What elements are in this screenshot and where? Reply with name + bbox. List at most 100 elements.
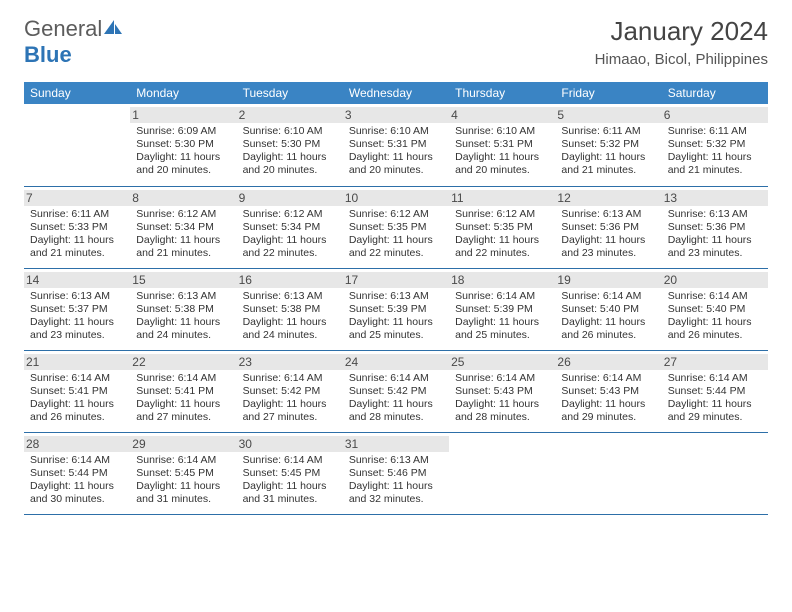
- day-info: Sunrise: 6:13 AMSunset: 5:46 PMDaylight:…: [349, 454, 443, 507]
- day-number: 7: [24, 190, 130, 206]
- day-number: 2: [237, 107, 343, 123]
- day-number: 21: [24, 354, 130, 370]
- day-info-line: Sunrise: 6:14 AM: [136, 372, 230, 385]
- day-info-line: and 22 minutes.: [455, 247, 549, 260]
- day-info-line: Sunset: 5:38 PM: [243, 303, 337, 316]
- day-info-line: Daylight: 11 hours: [136, 316, 230, 329]
- day-number: 31: [343, 436, 449, 452]
- calendar-cell: 12Sunrise: 6:13 AMSunset: 5:36 PMDayligh…: [555, 186, 661, 268]
- calendar-cell: 1Sunrise: 6:09 AMSunset: 5:30 PMDaylight…: [130, 104, 236, 186]
- day-info-line: Daylight: 11 hours: [561, 151, 655, 164]
- calendar-cell: 26Sunrise: 6:14 AMSunset: 5:43 PMDayligh…: [555, 350, 661, 432]
- weekday-header: Monday: [130, 82, 236, 104]
- logo-sail-icon: [102, 16, 124, 42]
- day-info-line: and 27 minutes.: [136, 411, 230, 424]
- day-info-line: and 26 minutes.: [30, 411, 124, 424]
- day-info-line: Daylight: 11 hours: [349, 398, 443, 411]
- calendar-cell: 14Sunrise: 6:13 AMSunset: 5:37 PMDayligh…: [24, 268, 130, 350]
- day-info-line: Daylight: 11 hours: [243, 151, 337, 164]
- day-info-line: and 26 minutes.: [668, 329, 762, 342]
- weekday-header: Tuesday: [237, 82, 343, 104]
- day-info-line: and 20 minutes.: [455, 164, 549, 177]
- day-info-line: Daylight: 11 hours: [136, 480, 230, 493]
- calendar-cell: 23Sunrise: 6:14 AMSunset: 5:42 PMDayligh…: [237, 350, 343, 432]
- day-info: Sunrise: 6:11 AMSunset: 5:32 PMDaylight:…: [668, 125, 762, 178]
- day-info-line: Sunset: 5:39 PM: [349, 303, 443, 316]
- day-number: 13: [662, 190, 768, 206]
- day-number: 10: [343, 190, 449, 206]
- day-info-line: Daylight: 11 hours: [349, 151, 443, 164]
- calendar-cell: 10 Sunrise: 6:12 AMSunset: 5:35 PMDayligh…: [343, 186, 449, 268]
- weekday-header: Thursday: [449, 82, 555, 104]
- day-info-line: Sunrise: 6:13 AM: [349, 454, 443, 467]
- day-number: 18: [449, 272, 555, 288]
- day-info-line: and 29 minutes.: [561, 411, 655, 424]
- day-info: Sunrise: 6:12 AMSunset: 5:35 PMDaylight:…: [349, 208, 443, 261]
- calendar-row: 28Sunrise: 6:14 AMSunset: 5:44 PMDayligh…: [24, 432, 768, 514]
- day-info-line: Sunrise: 6:12 AM: [349, 208, 443, 221]
- day-info-line: Sunrise: 6:14 AM: [668, 372, 762, 385]
- day-info-line: Daylight: 11 hours: [243, 398, 337, 411]
- calendar-cell: 7Sunrise: 6:11 AMSunset: 5:33 PMDaylight…: [24, 186, 130, 268]
- day-number: 4: [449, 107, 555, 123]
- day-info-line: and 20 minutes.: [349, 164, 443, 177]
- day-info: Sunrise: 6:13 AMSunset: 5:36 PMDaylight:…: [668, 208, 762, 261]
- day-info-line: Sunrise: 6:14 AM: [136, 454, 230, 467]
- day-info-line: Daylight: 11 hours: [455, 316, 549, 329]
- weekday-header: Saturday: [662, 82, 768, 104]
- day-info-line: Sunset: 5:31 PM: [455, 138, 549, 151]
- day-info-line: Sunrise: 6:14 AM: [455, 372, 549, 385]
- day-number: 11: [449, 190, 555, 206]
- day-info: Sunrise: 6:14 AMSunset: 5:44 PMDaylight:…: [30, 454, 124, 507]
- calendar-cell: 27Sunrise: 6:14 AMSunset: 5:44 PMDayligh…: [662, 350, 768, 432]
- weekday-header: Friday: [555, 82, 661, 104]
- day-info-line: Daylight: 11 hours: [349, 234, 443, 247]
- calendar-cell: 15Sunrise: 6:13 AMSunset: 5:38 PMDayligh…: [130, 268, 236, 350]
- day-info-line: Sunrise: 6:11 AM: [561, 125, 655, 138]
- day-info-line: and 23 minutes.: [561, 247, 655, 260]
- day-info: Sunrise: 6:14 AMSunset: 5:42 PMDaylight:…: [349, 372, 443, 425]
- day-info-line: Sunset: 5:34 PM: [243, 221, 337, 234]
- day-info-line: Daylight: 11 hours: [136, 398, 230, 411]
- calendar-cell: 30Sunrise: 6:14 AMSunset: 5:45 PMDayligh…: [237, 432, 343, 514]
- day-info: Sunrise: 6:14 AMSunset: 5:42 PMDaylight:…: [243, 372, 337, 425]
- day-info-line: and 31 minutes.: [243, 493, 337, 506]
- day-info-line: Daylight: 11 hours: [455, 151, 549, 164]
- day-number: 27: [662, 354, 768, 370]
- day-number: 24: [343, 354, 449, 370]
- day-info-line: Sunrise: 6:14 AM: [561, 290, 655, 303]
- day-info: Sunrise: 6:10 AMSunset: 5:31 PMDaylight:…: [455, 125, 549, 178]
- calendar-cell: 28Sunrise: 6:14 AMSunset: 5:44 PMDayligh…: [24, 432, 130, 514]
- day-info-line: Sunset: 5:39 PM: [455, 303, 549, 316]
- day-info-line: Sunset: 5:42 PM: [349, 385, 443, 398]
- day-info-line: Sunrise: 6:13 AM: [30, 290, 124, 303]
- day-info-line: Sunrise: 6:14 AM: [668, 290, 762, 303]
- day-info-line: Sunset: 5:35 PM: [349, 221, 443, 234]
- logo-word2: Blue: [24, 42, 72, 67]
- day-number: 8: [130, 190, 236, 206]
- day-info-line: Sunset: 5:41 PM: [30, 385, 124, 398]
- weekday-header-row: Sunday Monday Tuesday Wednesday Thursday…: [24, 82, 768, 104]
- day-info-line: Sunrise: 6:10 AM: [455, 125, 549, 138]
- calendar-cell: 2Sunrise: 6:10 AMSunset: 5:30 PMDaylight…: [237, 104, 343, 186]
- day-info-line: Daylight: 11 hours: [136, 151, 230, 164]
- calendar-cell: 25Sunrise: 6:14 AMSunset: 5:43 PMDayligh…: [449, 350, 555, 432]
- day-info-line: and 27 minutes.: [243, 411, 337, 424]
- title-block: January 2024 Himaao, Bicol, Philippines: [595, 16, 768, 68]
- day-info-line: Daylight: 11 hours: [668, 398, 762, 411]
- day-number: 12: [555, 190, 661, 206]
- logo: General Blue: [24, 16, 124, 68]
- day-info-line: and 24 minutes.: [136, 329, 230, 342]
- day-info-line: Daylight: 11 hours: [455, 398, 549, 411]
- day-info: Sunrise: 6:14 AMSunset: 5:43 PMDaylight:…: [455, 372, 549, 425]
- day-info-line: Sunset: 5:30 PM: [136, 138, 230, 151]
- day-info: Sunrise: 6:14 AMSunset: 5:40 PMDaylight:…: [668, 290, 762, 343]
- day-info-line: Daylight: 11 hours: [561, 234, 655, 247]
- day-info-line: Sunset: 5:32 PM: [561, 138, 655, 151]
- calendar-cell: 24 Sunrise: 6:14 AMSunset: 5:42 PMDayligh…: [343, 350, 449, 432]
- day-info-line: and 24 minutes.: [243, 329, 337, 342]
- day-info-line: Sunset: 5:31 PM: [349, 138, 443, 151]
- day-info: Sunrise: 6:14 AMSunset: 5:45 PMDaylight:…: [136, 454, 230, 507]
- calendar-cell: [662, 432, 768, 514]
- day-info-line: Sunset: 5:37 PM: [30, 303, 124, 316]
